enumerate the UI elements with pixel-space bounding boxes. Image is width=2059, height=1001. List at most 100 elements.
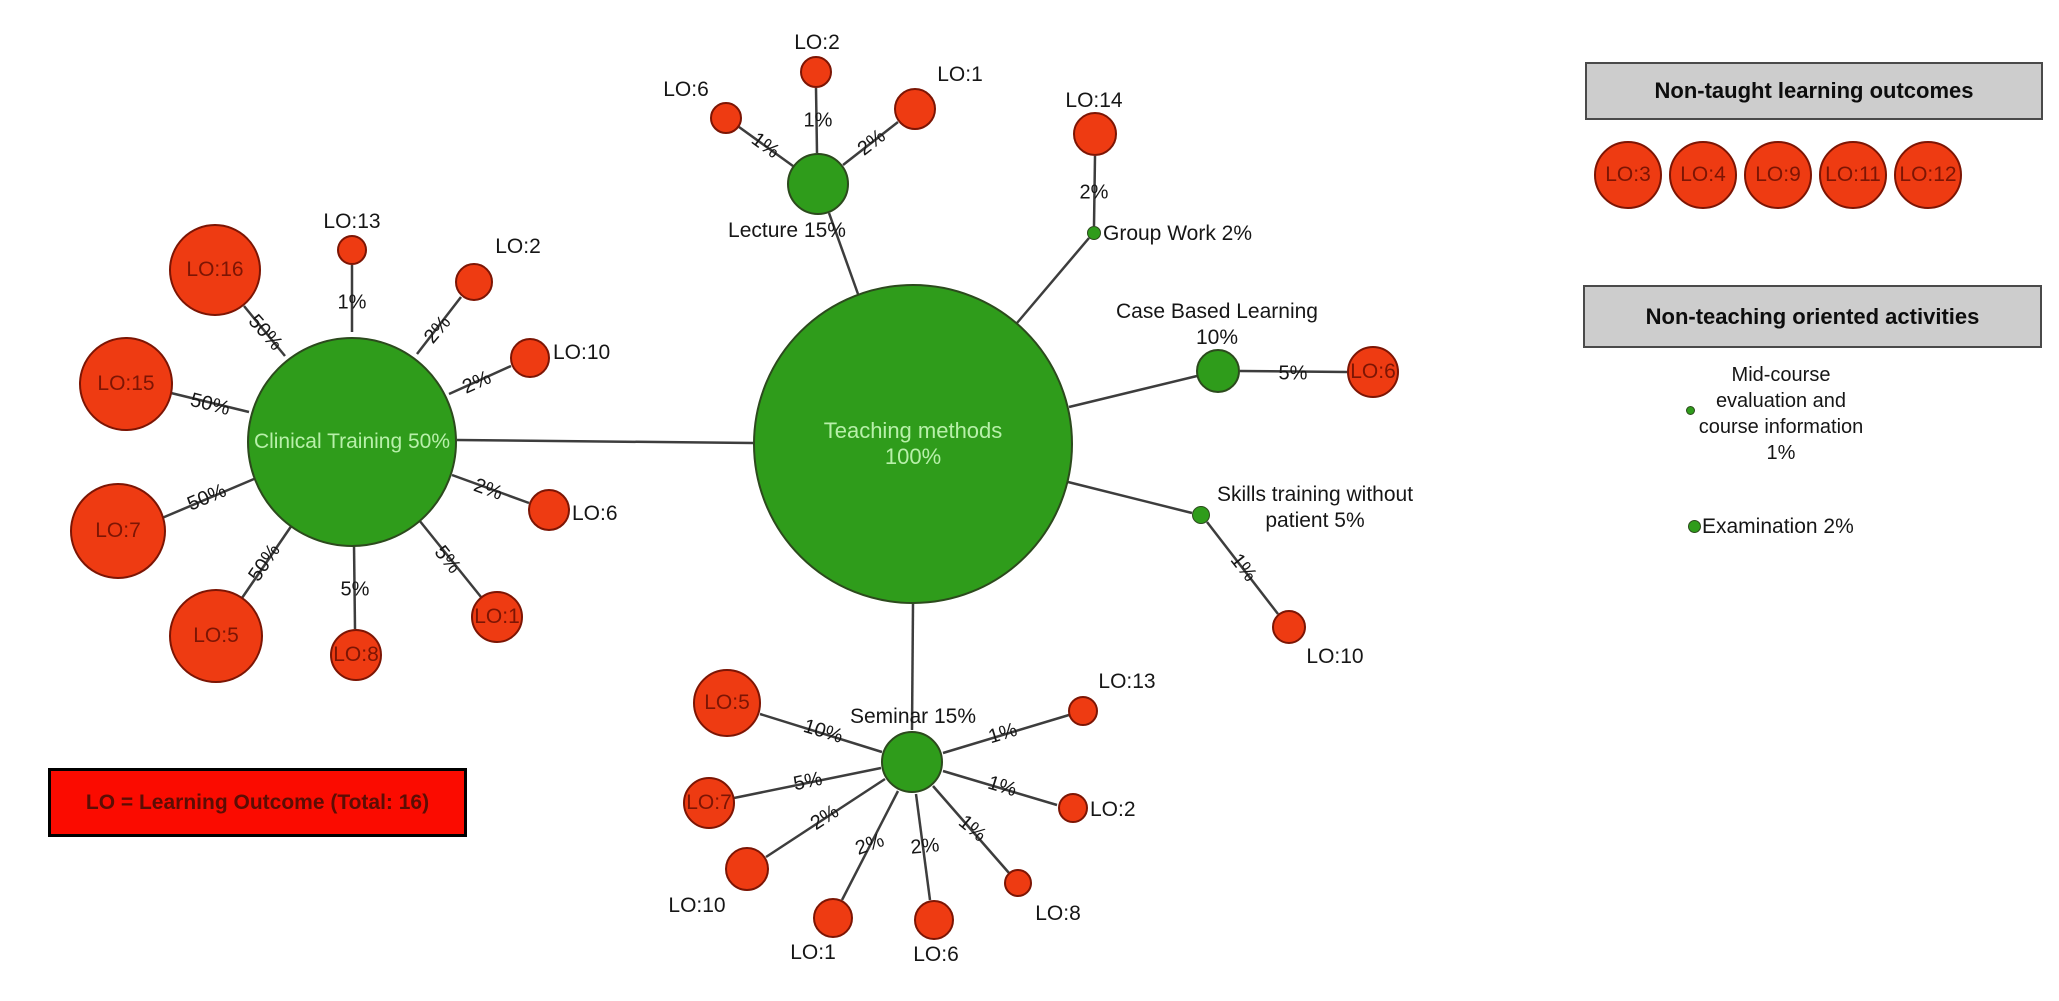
seminar-label: Seminar 15% (849, 705, 977, 728)
edge-line (814, 87, 819, 154)
edge-line (456, 438, 754, 445)
outcome-label: LO:7 (95, 519, 141, 542)
edge-line (240, 524, 294, 599)
group-work-label: Group Work 2% (1103, 222, 1252, 245)
edge-label-case-based-lo6: 5% (1278, 362, 1308, 385)
edge-line (418, 519, 482, 598)
edge-line (840, 790, 900, 901)
method-node-seminar (881, 731, 943, 793)
panel-header-text: Non-teaching oriented activities (1645, 303, 1980, 329)
outcome-node-nontaught-lo3: LO:3 (1594, 141, 1662, 209)
outcome-node-seminar-lo13 (1068, 696, 1098, 726)
outcome-label-seminar-lo2: LO:2 (1090, 798, 1136, 821)
outcome-node-clinical-lo16: LO:16 (169, 224, 261, 316)
skills-training-label: Skills training without patient 5% (1216, 483, 1414, 532)
edge-line (827, 212, 860, 295)
method-node-group-work (1087, 226, 1101, 240)
outcome-label: LO:3 (1605, 163, 1651, 186)
method-node-teaching-methods: Teaching methods 100% (753, 284, 1073, 604)
outcome-node-nontaught-lo12: LO:12 (1894, 141, 1962, 209)
outcome-label-clinical-lo10: LO:10 (553, 341, 611, 364)
edge-line (1016, 237, 1090, 324)
edge-line (352, 543, 357, 630)
panel-header-non-teaching: Non-teaching oriented activities (1583, 285, 2042, 348)
edge-line (170, 391, 250, 414)
outcome-node-clinical-lo1: LO:1 (471, 591, 523, 643)
outcome-node-clinical-lo13 (337, 235, 367, 265)
case-based-learning-label: Case Based Learning 10% (1116, 300, 1318, 349)
outcome-label: LO:8 (333, 643, 379, 666)
outcome-label: LO:6 (1350, 360, 1396, 383)
outcome-label-seminar-lo13: LO:13 (1098, 670, 1156, 693)
panel-header-non-taught: Non-taught learning outcomes (1585, 62, 2043, 120)
teaching-methods-label: Teaching methods 100% (823, 418, 1003, 469)
edge-label-group-work-lo14: 2% (1079, 181, 1109, 204)
outcome-node-clinical-lo5: LO:5 (169, 589, 263, 683)
outcome-node-lecture-lo1 (894, 88, 936, 130)
outcome-label: LO:12 (1899, 163, 1957, 186)
outcome-label: LO:5 (704, 691, 750, 714)
edge-line (1068, 374, 1198, 409)
outcome-node-lecture-lo6 (710, 102, 742, 134)
method-node-clinical-training: Clinical Training 50% (247, 337, 457, 547)
edge-label-seminar-lo6: 2% (909, 834, 941, 859)
method-node-lecture (787, 153, 849, 215)
edge-line (451, 473, 530, 505)
outcome-label-group-work-lo14: LO:14 (1065, 89, 1123, 112)
edge-label-lecture-lo2: 1% (803, 109, 833, 132)
outcome-node-clinical-lo15: LO:15 (79, 337, 173, 431)
edge-line (733, 766, 882, 800)
outcome-label-clinical-lo2: LO:2 (495, 235, 541, 258)
outcome-label: LO:9 (1755, 163, 1801, 186)
edge-line (1206, 521, 1279, 615)
outcome-label-skills-lo10: LO:10 (1306, 645, 1364, 668)
outcome-node-clinical-lo8: LO:8 (330, 629, 382, 681)
outcome-node-seminar-lo10 (725, 847, 769, 891)
edge-line (1067, 480, 1193, 515)
outcome-label-lecture-lo1: LO:1 (937, 63, 983, 86)
clinical-training-label: Clinical Training 50% (253, 430, 451, 453)
edge-line (448, 364, 512, 396)
outcome-node-clinical-lo7: LO:7 (70, 483, 166, 579)
outcome-label-lecture-lo2: LO:2 (794, 31, 840, 54)
outcome-label-lecture-lo6: LO:6 (663, 78, 709, 101)
examination-dot (1688, 520, 1701, 533)
outcome-label-clinical-lo6: LO:6 (572, 502, 618, 525)
edge-line (161, 477, 255, 520)
outcome-label: LO:16 (186, 258, 244, 281)
edge-label-clinical-lo8: 5% (340, 578, 370, 601)
lecture-label: Lecture 15% (728, 219, 846, 242)
edge-line (910, 603, 915, 731)
edge-line (914, 793, 932, 901)
legend-box: LO = Learning Outcome (Total: 16) (48, 768, 467, 837)
edge-line (932, 785, 1010, 874)
method-node-case-based-learning (1196, 349, 1240, 393)
edge-line (243, 305, 286, 357)
outcome-node-clinical-lo6 (528, 489, 570, 531)
outcome-node-group-work-lo14 (1073, 112, 1117, 156)
edge-line (942, 713, 1070, 755)
mid-course-label: Mid-course evaluation and course informa… (1698, 364, 1864, 464)
outcome-label-clinical-lo13: LO:13 (323, 210, 381, 233)
outcome-label-seminar-lo6: LO:6 (913, 943, 959, 966)
outcome-node-seminar-lo2 (1058, 793, 1088, 823)
examination-label: Examination 2% (1702, 515, 1854, 538)
outcome-label: LO:7 (686, 791, 732, 814)
outcome-node-seminar-lo8 (1004, 869, 1032, 897)
legend-label: LO = Learning Outcome (Total: 16) (85, 790, 430, 814)
edge-line (842, 121, 899, 166)
outcome-label-seminar-lo8: LO:8 (1035, 902, 1081, 925)
method-node-skills-training (1192, 506, 1210, 524)
outcome-node-case-based-lo6: LO:6 (1347, 346, 1399, 398)
outcome-label: LO:4 (1680, 163, 1726, 186)
outcome-node-seminar-lo1 (813, 898, 853, 938)
edge-line (942, 769, 1058, 807)
outcome-label: LO:5 (193, 624, 239, 647)
edge-line (1239, 369, 1348, 374)
outcome-node-seminar-lo5: LO:5 (693, 669, 761, 737)
outcome-label: LO:15 (97, 372, 155, 395)
outcome-node-skills-lo10 (1272, 610, 1306, 644)
outcome-label-seminar-lo1: LO:1 (790, 941, 836, 964)
